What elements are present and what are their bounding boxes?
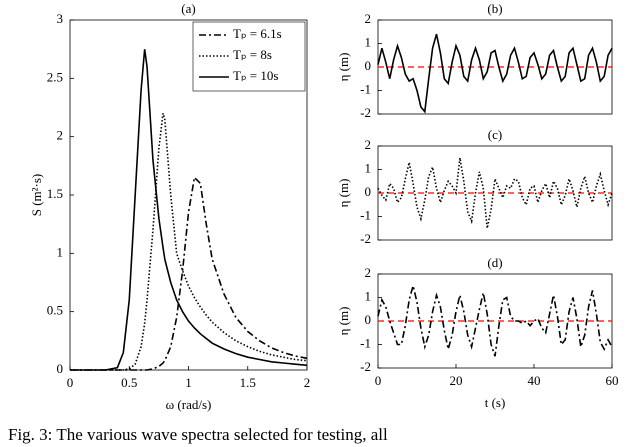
x-tick-label: 60 xyxy=(606,373,619,388)
legend-label: Tₚ = 10s xyxy=(233,68,278,83)
series-line xyxy=(70,49,308,371)
y-tick-label: 2 xyxy=(365,11,372,26)
x-axis-label: ω (rad/s) xyxy=(166,397,212,412)
y-tick-label: 1 xyxy=(365,288,372,303)
y-tick-label: 1.5 xyxy=(47,186,63,201)
chart-title: (d) xyxy=(487,255,502,270)
x-tick-label: 1.5 xyxy=(240,375,256,390)
y-tick-label: 0 xyxy=(365,58,372,73)
y-tick-label: -1 xyxy=(360,335,371,350)
series-line xyxy=(70,113,308,371)
y-tick-label: -2 xyxy=(360,231,371,246)
legend-label: Tₚ = 8s xyxy=(233,47,272,62)
x-tick-label: 1 xyxy=(185,375,192,390)
x-tick-label: 0 xyxy=(67,375,74,390)
y-tick-label: 0.5 xyxy=(47,303,63,318)
y-tick-label: 0 xyxy=(365,184,372,199)
y-tick-label: 2 xyxy=(365,265,372,280)
y-tick-label: -2 xyxy=(360,105,371,120)
y-tick-label: 2 xyxy=(365,137,372,152)
legend-label: Tₚ = 6.1s xyxy=(233,26,282,41)
y-tick-label: -2 xyxy=(360,359,371,374)
chart-title: (a) xyxy=(181,1,195,16)
chart-title: (c) xyxy=(488,127,502,142)
x-tick-label: 2 xyxy=(304,375,311,390)
x-tick-label: 20 xyxy=(450,373,463,388)
y-tick-label: -1 xyxy=(360,207,371,222)
series-line xyxy=(377,157,613,229)
y-tick-label: -1 xyxy=(360,81,371,96)
y-tick-label: 2.5 xyxy=(47,69,63,84)
y-tick-label: 3 xyxy=(57,11,64,26)
y-tick-label: 1 xyxy=(365,34,372,49)
y-axis-label: S (m²·s) xyxy=(29,174,44,217)
y-tick-label: 2 xyxy=(57,128,64,143)
y-tick-label: 1 xyxy=(57,244,64,259)
x-tick-label: 0.5 xyxy=(121,375,137,390)
x-tick-label: 0 xyxy=(375,373,382,388)
y-axis-label: η (m) xyxy=(336,307,351,336)
x-tick-label: 40 xyxy=(528,373,541,388)
y-tick-label: 0 xyxy=(57,361,64,376)
y-tick-label: 0 xyxy=(365,312,372,327)
x-axis-label: t (s) xyxy=(485,395,506,410)
series-line xyxy=(377,33,613,114)
chart-title: (b) xyxy=(487,1,502,16)
y-tick-label: 1 xyxy=(365,160,372,175)
y-axis-label: η (m) xyxy=(336,179,351,208)
series-line xyxy=(70,175,308,371)
legend-box xyxy=(192,21,306,92)
caption: Fig. 3: The various wave spectra selecte… xyxy=(8,425,388,444)
y-axis-label: η (m) xyxy=(336,53,351,82)
series-line xyxy=(377,285,613,357)
